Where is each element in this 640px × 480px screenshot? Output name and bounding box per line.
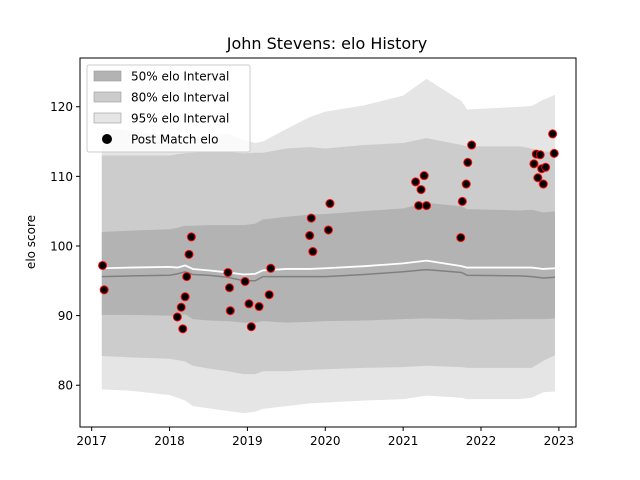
data-point xyxy=(244,299,254,309)
plot-area xyxy=(98,78,559,414)
legend: 50% elo Interval 80% elo Interval 95% elo … xyxy=(86,64,251,153)
mean-line xyxy=(101,259,556,276)
data-point xyxy=(535,150,545,160)
data-point xyxy=(548,129,558,139)
data-point xyxy=(186,232,196,242)
data-point xyxy=(306,213,316,223)
data-point xyxy=(246,322,256,332)
legend-label: 80% elo Interval xyxy=(131,91,229,105)
y-tick-label: 80 xyxy=(58,379,73,393)
y-tick-label: 110 xyxy=(50,170,73,184)
chart-title: John Stevens: elo History xyxy=(226,34,428,53)
legend-label: 50% elo Interval xyxy=(131,70,229,84)
data-point xyxy=(223,267,233,277)
data-point xyxy=(98,260,108,270)
data-point xyxy=(463,157,473,167)
data-point xyxy=(456,233,466,243)
data-point xyxy=(541,162,551,172)
data-point xyxy=(254,302,264,312)
legend-swatch xyxy=(93,112,122,124)
data-point xyxy=(99,285,109,295)
data-point xyxy=(529,159,539,169)
data-point xyxy=(416,185,426,195)
data-point xyxy=(172,312,182,322)
legend-label: Post Match elo xyxy=(131,133,218,147)
axes: 2017 2018 2019 2020 2021 2022 2023 80 90 100 110 12… xyxy=(50,57,577,448)
x-tick-label: 2019 xyxy=(232,434,263,448)
data-point xyxy=(461,179,471,189)
data-point xyxy=(457,196,467,206)
y-tick-label: 100 xyxy=(50,239,73,253)
x-tick-label: 2022 xyxy=(466,434,497,448)
data-point xyxy=(323,225,333,235)
data-point xyxy=(414,201,424,211)
x-tick-label: 2021 xyxy=(388,434,419,448)
data-point xyxy=(305,231,315,241)
data-point xyxy=(411,177,421,187)
data-point xyxy=(533,173,543,183)
x-tick-label: 2017 xyxy=(76,434,107,448)
data-point xyxy=(240,276,250,286)
data-point xyxy=(225,306,235,316)
median-line xyxy=(101,268,556,282)
data-point xyxy=(467,140,477,150)
y-tick-label: 120 xyxy=(50,100,73,114)
data-point xyxy=(308,247,318,257)
data-point xyxy=(266,263,276,273)
x-tick-label: 2020 xyxy=(310,434,341,448)
data-point xyxy=(180,292,190,302)
legend-swatch xyxy=(93,91,122,103)
data-point xyxy=(419,171,429,181)
x-tick-label: 2018 xyxy=(154,434,185,448)
legend-label: 95% elo Interval xyxy=(131,112,229,126)
data-point xyxy=(264,290,274,300)
data-point xyxy=(549,148,559,158)
data-point xyxy=(422,201,431,211)
x-tick-label: 2023 xyxy=(544,434,575,448)
data-point xyxy=(184,249,194,259)
legend-box xyxy=(86,64,251,153)
legend-marker xyxy=(102,134,112,144)
band-50 xyxy=(101,202,555,323)
data-point xyxy=(225,283,234,293)
data-point xyxy=(182,272,192,282)
data-point xyxy=(538,179,548,189)
data-point xyxy=(176,302,186,312)
data-point xyxy=(325,199,335,209)
y-axis-label: elo score xyxy=(24,215,38,269)
plot-inner xyxy=(98,78,559,414)
y-tick-label: 90 xyxy=(58,309,73,323)
data-point xyxy=(178,324,188,334)
plot-frame xyxy=(79,57,577,428)
legend-swatch xyxy=(93,70,122,82)
